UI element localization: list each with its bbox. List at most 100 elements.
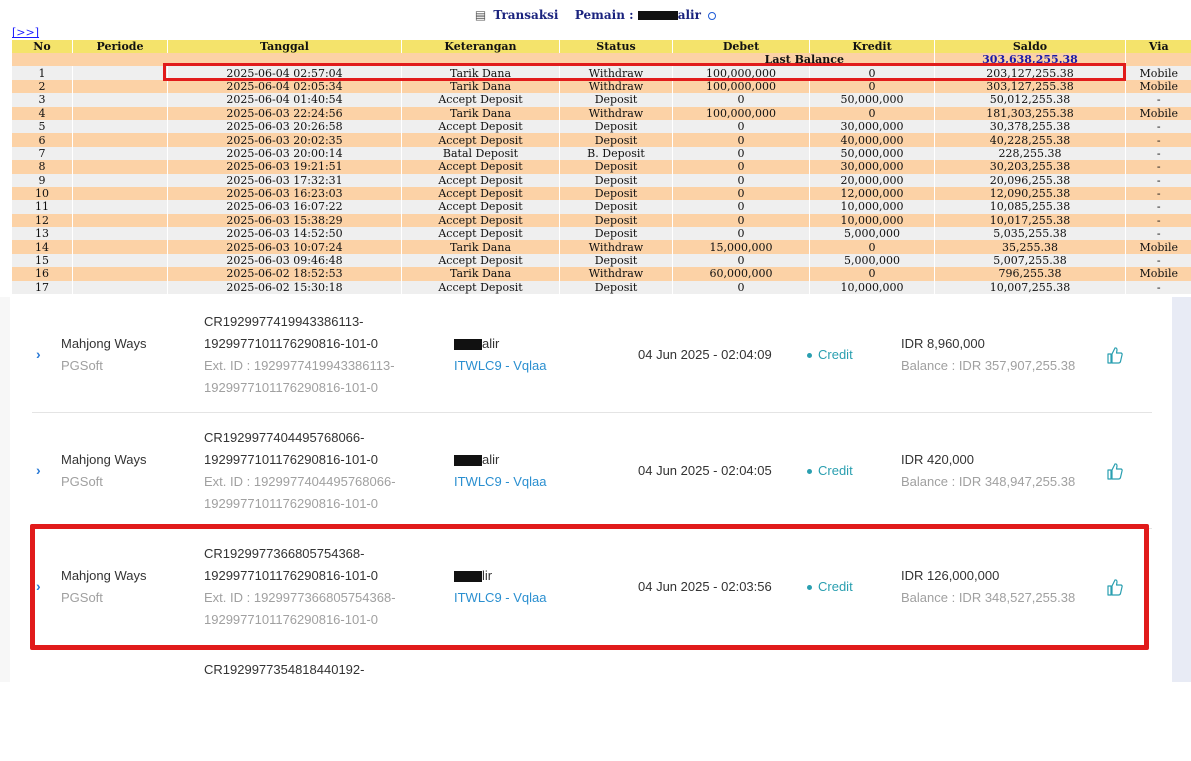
account-link[interactable]: ITWLC9 - Vqlaa bbox=[454, 474, 546, 489]
chevron-right-icon[interactable]: › bbox=[36, 578, 41, 594]
username-suffix: alir bbox=[482, 336, 499, 351]
cell-keterangan: Accept Deposit bbox=[402, 187, 560, 200]
cell-saldo[interactable]: 203,127,255.38 bbox=[935, 66, 1126, 79]
col-header-tanggal[interactable]: Tanggal bbox=[168, 40, 402, 53]
col-header-periode[interactable]: Periode bbox=[73, 40, 168, 53]
cell-saldo[interactable]: 30,378,255.38 bbox=[935, 120, 1126, 133]
cell-status: Withdraw bbox=[560, 107, 673, 120]
transaction-item[interactable]: CR1929977354818440192- bbox=[10, 645, 1172, 761]
cell-kredit: 50,000,000 bbox=[810, 93, 935, 106]
cell-no: 17 bbox=[12, 281, 73, 294]
col-header-kredit[interactable]: Kredit bbox=[810, 40, 935, 53]
cell-no: 5 bbox=[12, 120, 73, 133]
cell-saldo[interactable]: 12,090,255.38 bbox=[935, 187, 1126, 200]
external-id: Ext. ID : 1929977404495768066- bbox=[204, 474, 396, 489]
cell-keterangan: Accept Deposit bbox=[402, 214, 560, 227]
cell-debet: 0 bbox=[673, 174, 810, 187]
cell-debet: 60,000,000 bbox=[673, 267, 810, 280]
cell-debet: 0 bbox=[673, 120, 810, 133]
external-id: Ext. ID : 1929977366805754368- bbox=[204, 590, 396, 605]
cell-saldo[interactable]: 5,007,255.38 bbox=[935, 254, 1126, 267]
cell-kredit: 0 bbox=[810, 267, 935, 280]
col-header-no[interactable]: No bbox=[12, 40, 73, 53]
cell-saldo[interactable]: 30,203,255.38 bbox=[935, 160, 1126, 173]
cell-tanggal: 2025-06-03 10:07:24 bbox=[168, 240, 402, 253]
col-header-status[interactable]: Status bbox=[560, 40, 673, 53]
account-link[interactable]: ITWLC9 - Vqlaa bbox=[454, 590, 546, 605]
expand-link[interactable]: [>>] bbox=[12, 26, 39, 39]
col-header-via[interactable]: Via bbox=[1126, 40, 1191, 53]
cell-kredit: 10,000,000 bbox=[810, 200, 935, 213]
cell-status: Deposit bbox=[560, 227, 673, 240]
cell-saldo[interactable]: 796,255.38 bbox=[935, 267, 1126, 280]
cell-keterangan: Accept Deposit bbox=[402, 160, 560, 173]
cell-periode bbox=[73, 80, 168, 93]
cell-debet: 0 bbox=[673, 254, 810, 267]
cell-via: - bbox=[1126, 93, 1191, 106]
cell-saldo[interactable]: 40,228,255.38 bbox=[935, 133, 1126, 146]
ledger-header-row: No Periode Tanggal Keterangan Status Deb… bbox=[12, 40, 1191, 53]
cell-status: Withdraw bbox=[560, 66, 673, 79]
thumbs-up-icon[interactable] bbox=[1107, 578, 1123, 596]
cell-saldo[interactable]: 303,127,255.38 bbox=[935, 80, 1126, 93]
cell-periode bbox=[73, 267, 168, 280]
account-link[interactable]: ITWLC9 - Vqlaa bbox=[454, 358, 546, 373]
cell-saldo[interactable]: 10,017,255.38 bbox=[935, 214, 1126, 227]
cell-saldo[interactable]: 5,035,255.38 bbox=[935, 227, 1126, 240]
cell-tanggal: 2025-06-03 16:07:22 bbox=[168, 200, 402, 213]
cell-saldo[interactable]: 50,012,255.38 bbox=[935, 93, 1126, 106]
cell-via: - bbox=[1126, 227, 1191, 240]
last-balance-value[interactable]: 303,638,255.38 bbox=[935, 53, 1126, 66]
cell-saldo[interactable]: 20,096,255.38 bbox=[935, 174, 1126, 187]
cell-saldo[interactable]: 10,085,255.38 bbox=[935, 200, 1126, 213]
cell-no: 16 bbox=[12, 267, 73, 280]
cell-no: 8 bbox=[12, 160, 73, 173]
cell-tanggal: 2025-06-02 18:52:53 bbox=[168, 267, 402, 280]
cell-keterangan: Batal Deposit bbox=[402, 147, 560, 160]
col-header-saldo[interactable]: Saldo bbox=[935, 40, 1126, 53]
cell-status: Deposit bbox=[560, 214, 673, 227]
chevron-right-icon[interactable]: › bbox=[36, 346, 41, 362]
thumbs-up-icon[interactable] bbox=[1107, 462, 1123, 480]
chevron-right-icon[interactable]: › bbox=[36, 462, 41, 478]
cell-keterangan: Tarik Dana bbox=[402, 267, 560, 280]
col-header-keterangan[interactable]: Keterangan bbox=[402, 40, 560, 53]
cell-saldo[interactable]: 181,303,255.38 bbox=[935, 107, 1126, 120]
cell-debet: 0 bbox=[673, 187, 810, 200]
last-balance-row: Last Balance 303,638,255.38 bbox=[12, 53, 1191, 66]
cell-saldo[interactable]: 35,255.38 bbox=[935, 240, 1126, 253]
cell-saldo[interactable]: 228,255.38 bbox=[935, 147, 1126, 160]
cell-saldo[interactable]: 10,007,255.38 bbox=[935, 281, 1126, 294]
cell-keterangan: Tarik Dana bbox=[402, 240, 560, 253]
cell-tanggal: 2025-06-03 22:24:56 bbox=[168, 107, 402, 120]
cell-debet: 0 bbox=[673, 93, 810, 106]
thumbs-up-icon[interactable] bbox=[1107, 346, 1123, 364]
cell-debet: 0 bbox=[673, 147, 810, 160]
transaction-amount: IDR 8,960,000 bbox=[901, 336, 985, 351]
cell-kredit: 0 bbox=[810, 66, 935, 79]
info-icon[interactable] bbox=[708, 12, 716, 20]
cell-periode bbox=[73, 93, 168, 106]
col-header-debet[interactable]: Debet bbox=[673, 40, 810, 53]
cell-via: - bbox=[1126, 120, 1191, 133]
